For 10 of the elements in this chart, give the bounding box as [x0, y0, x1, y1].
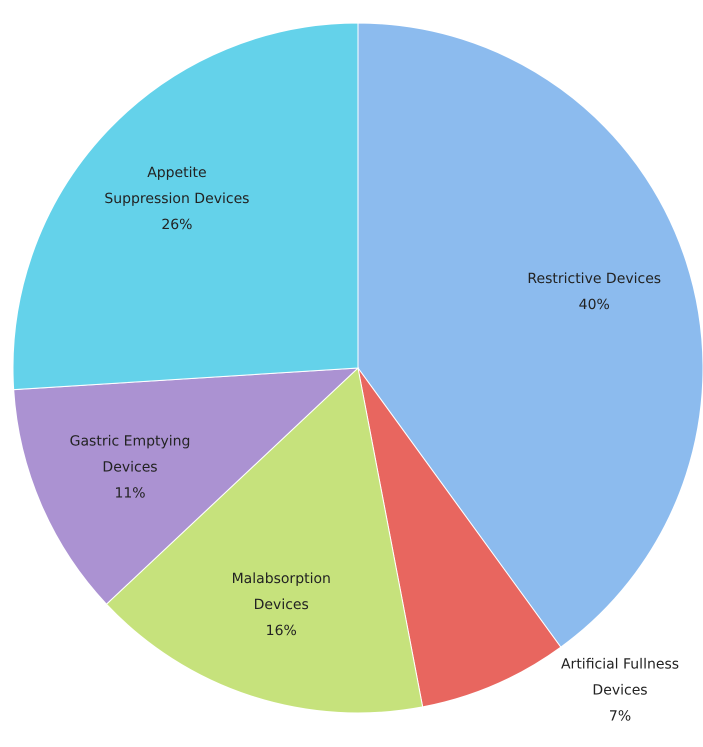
data-label: 26%: [161, 216, 192, 233]
slice-label: Artificial Fullness Devices: [560, 656, 680, 699]
data-label: 40%: [578, 297, 610, 314]
slice-label: Restrictive Devices: [527, 271, 662, 288]
slice-label: Appetite Suppression Devices: [104, 164, 250, 207]
data-label: 11%: [114, 486, 146, 502]
slice-label: Gastric Emptying Devices: [70, 434, 190, 476]
slice-label: Malabsorption Devices: [232, 571, 331, 614]
data-label: 16%: [266, 623, 297, 640]
data-label: 7%: [608, 708, 632, 725]
